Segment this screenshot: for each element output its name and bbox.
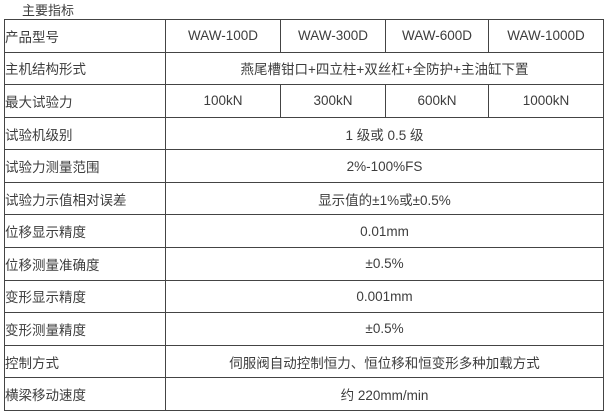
row-label-cell: 位移显示精度 <box>4 214 166 249</box>
value-cell: WAW-1000D <box>488 19 604 53</box>
row-label-cell: 横梁移动速度 <box>4 377 166 411</box>
row-label-cell: 试验力示值相对误差 <box>4 181 166 216</box>
row-label-cell: 主机结构形式 <box>4 51 166 86</box>
row-label-cell: 控制方式 <box>4 344 166 379</box>
table-row: 变形测量精度 ±0.5% <box>4 312 604 346</box>
table-row: 主机结构形式 燕尾槽钳口+四立柱+双丝杠+全防护+主油缸下置 <box>4 51 604 86</box>
table-row: 控制方式 伺服阀自动控制恒力、恒位移和恒变形多种加载方式 <box>4 344 604 379</box>
value-cell: WAW-300D <box>280 19 386 53</box>
table-row: 位移显示精度 0.01mm <box>4 214 604 249</box>
value-cell: 伺服阀自动控制恒力、恒位移和恒变形多种加载方式 <box>165 344 604 379</box>
table-row: 位移测量准确度 ±0.5% <box>4 247 604 281</box>
specs-table-body: 产品型号 WAW-100D WAW-300D WAW-600D WAW-1000D 主机结… <box>4 19 604 411</box>
value-cell: ±0.5% <box>165 312 604 346</box>
row-label-cell: 试验力测量范围 <box>4 149 166 183</box>
table-row: 试验力示值相对误差 显示值的±1%或±0.5% <box>4 181 604 216</box>
value-cell: ±0.5% <box>165 247 604 281</box>
value-cell: 1 级或 0.5 级 <box>165 116 604 151</box>
table-row: 变形显示精度 0.001mm <box>4 279 604 314</box>
specs-table: 产品型号 WAW-100D WAW-300D WAW-600D WAW-1000D 主机结… <box>4 19 604 411</box>
table-row: 试验机级别 1 级或 0.5 级 <box>4 116 604 151</box>
row-label-cell: 产品型号 <box>4 19 166 53</box>
table-row: 产品型号 WAW-100D WAW-300D WAW-600D WAW-1000D <box>4 19 604 53</box>
table-row: 最大试验力 100kN 300kN 600kN 1000kN <box>4 84 604 118</box>
value-cell: 0.01mm <box>165 214 604 249</box>
row-label-cell: 试验机级别 <box>4 116 166 151</box>
row-label-cell: 变形显示精度 <box>4 279 166 314</box>
value-cell: 300kN <box>280 84 386 118</box>
value-cell: 显示值的±1%或±0.5% <box>165 181 604 216</box>
value-cell: WAW-100D <box>165 19 281 53</box>
value-cell: 2%-100%FS <box>165 149 604 183</box>
value-cell: 0.001mm <box>165 279 604 314</box>
value-cell: 燕尾槽钳口+四立柱+双丝杠+全防护+主油缸下置 <box>165 51 604 86</box>
page-title: 主要指标 <box>22 3 75 18</box>
row-label-cell: 位移测量准确度 <box>4 247 166 281</box>
table-row: 试验力测量范围 2%-100%FS <box>4 149 604 183</box>
table-row: 横梁移动速度约 220mm/min <box>4 377 604 411</box>
row-label-cell: 变形测量精度 <box>4 312 166 346</box>
value-cell: 1000kN <box>488 84 604 118</box>
value-cell: 约 220mm/min <box>165 377 604 411</box>
value-cell: WAW-600D <box>385 19 489 53</box>
row-label-cell: 最大试验力 <box>4 84 166 118</box>
value-cell: 100kN <box>165 84 281 118</box>
value-cell: 600kN <box>385 84 489 118</box>
